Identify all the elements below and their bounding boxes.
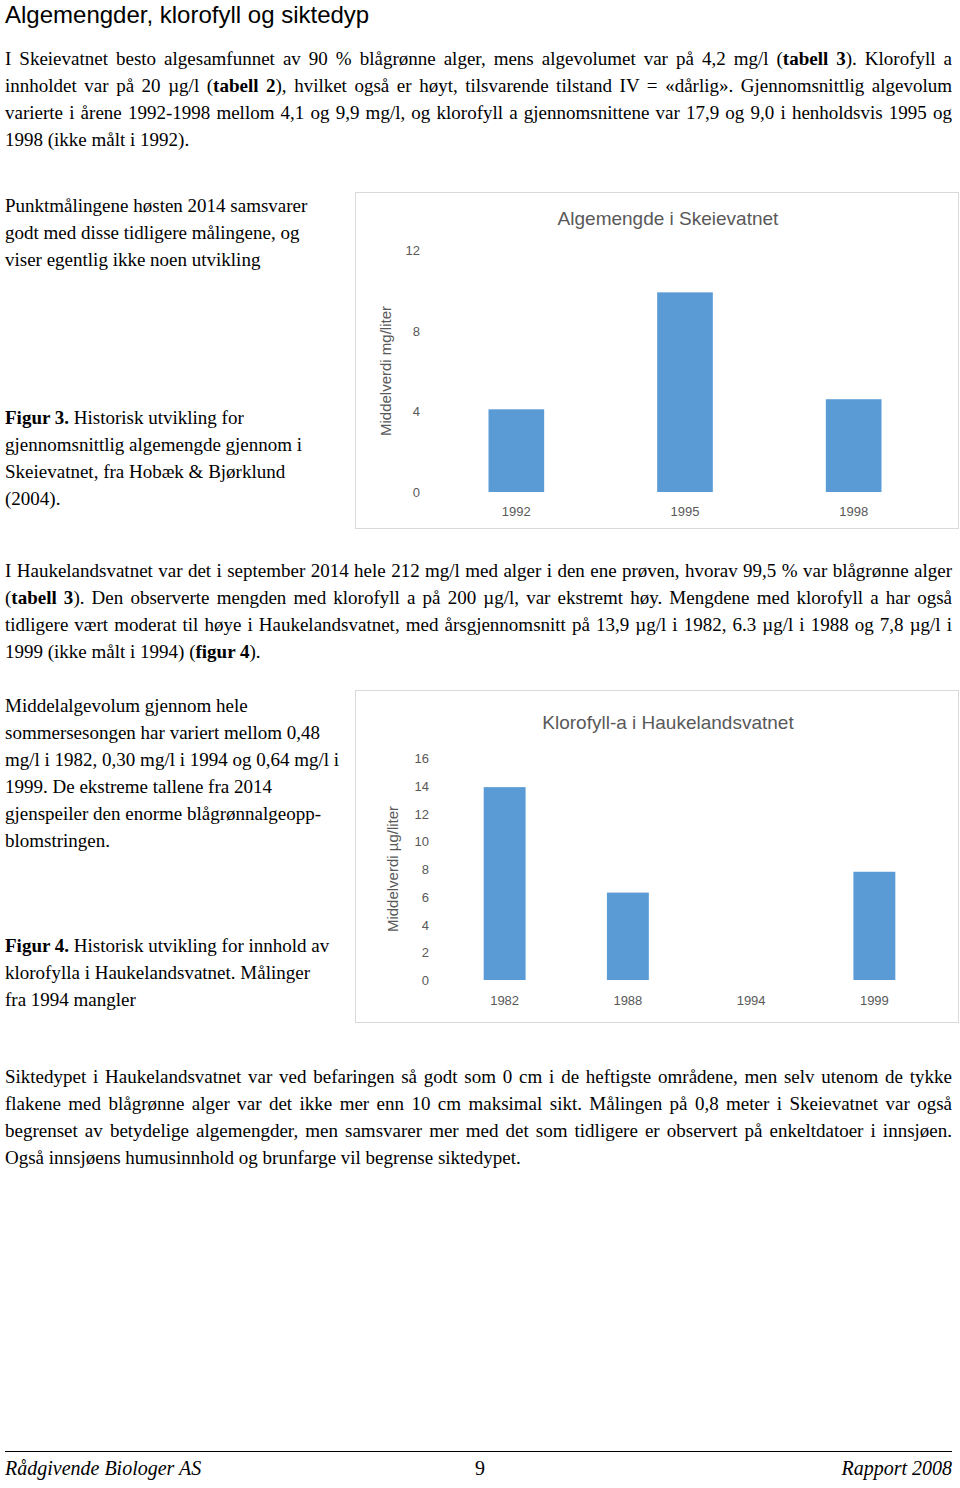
chart: Klorofyll-a i Haukelandsvatnet Middelverd… [356,691,959,1023]
paragraph: I Skeievatnet besto algesamfunnet av 90 … [5,45,952,153]
chart-frame [356,193,959,529]
y-axis-label: Middelverdi µg/liter [384,806,401,932]
chart-title: Klorofyll-a i Haukelandsvatnet [542,712,794,733]
bold-text: tabell 3 [11,587,73,608]
heading: Algemengder, klorofyll og siktedyp [5,0,369,30]
page-number: 9 [460,1455,500,1481]
charts-layer: Algemengde i Skeievatnet Middelverdi mg/l… [0,0,960,1488]
bar [853,872,895,980]
x-tick-label: 1995 [671,504,700,519]
x-tick-label: 1999 [860,993,889,1008]
bar [826,399,882,492]
bar [489,409,545,492]
side-note: Middelalgevolum gjennom hele sommerseson… [5,692,345,854]
bar [484,787,526,980]
y-tick-label: 6 [422,890,429,905]
y-tick-label: 0 [422,973,429,988]
bars [489,292,882,492]
y-tick-label: 14 [415,779,429,794]
page: Algemengder, klorofyll og siktedyp I Skei… [0,0,960,1488]
bold-text: Figur 4. [5,935,69,956]
y-tick-label: 8 [422,862,429,877]
bars [484,787,896,980]
y-tick-label: 8 [413,324,420,339]
x-tick-label: 1998 [839,504,868,519]
footer-left: Rådgivende Biologer AS [5,1455,201,1481]
bold-text: tabell 2 [213,75,275,96]
footer-right: Rapport 2008 [841,1455,952,1481]
y-tick-label: 4 [413,404,420,419]
figure-caption: Figur 3. Historisk utvikling for gjennom… [5,404,345,512]
figure-caption: Figur 4. Historisk utvikling for innhold… [5,932,335,1013]
chart-title: Algemengde i Skeievatnet [558,208,779,229]
y-tick-label: 10 [415,834,429,849]
x-tick-label: 1982 [490,993,519,1008]
bold-text: tabell 3 [783,48,846,69]
y-axis-label: Middelverdi mg/liter [377,306,394,436]
bar [657,292,713,492]
chart-frame [356,691,959,1023]
y-tick-label: 12 [406,243,420,258]
text-run: ). [250,641,261,662]
footer-rule [5,1451,952,1452]
chart: Algemengde i Skeievatnet Middelverdi mg/l… [356,193,959,529]
side-note: Punktmålingene høsten 2014 samsvarer god… [5,192,335,273]
y-tick-label: 0 [413,485,420,500]
text-run: ). Den observerte mengden med klorofyll … [5,587,952,662]
y-tick-label: 16 [415,751,429,766]
y-tick-label: 12 [415,807,429,822]
x-tick-label: 1994 [737,993,766,1008]
bold-text: Figur 3. [5,407,69,428]
paragraph: Siktedypet i Haukelandsvatnet var ved be… [5,1063,952,1171]
y-tick-label: 2 [422,945,429,960]
x-tick-label: 1992 [502,504,531,519]
y-tick-label: 4 [422,918,429,933]
bold-text: figur 4 [196,641,250,662]
text-run: I Skeievatnet besto algesamfunnet av 90 … [5,48,783,69]
paragraph: I Haukelandsvatnet var det i september 2… [5,557,952,665]
x-tick-label: 1988 [613,993,642,1008]
bar [607,893,649,980]
